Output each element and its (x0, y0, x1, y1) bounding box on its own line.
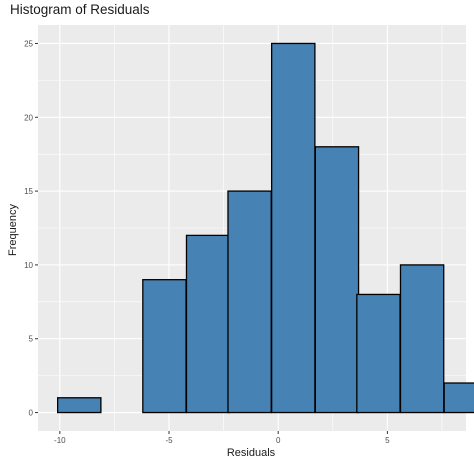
bars (57, 42, 474, 414)
y-tick-label: 5 (29, 335, 34, 344)
histogram-bar (443, 382, 474, 414)
histogram-bar (57, 397, 102, 414)
histogram-bar (314, 146, 360, 414)
x-tick-label: -5 (165, 436, 173, 445)
chart-title: Histogram of Residuals (10, 2, 150, 17)
histogram-bar (399, 264, 445, 414)
y-tick-label: 15 (24, 187, 33, 196)
histogram-bar (271, 42, 316, 414)
x-tick-label: 5 (385, 436, 390, 445)
histogram-bar (142, 279, 187, 414)
histogram-bar (185, 234, 231, 414)
y-tick-label: 20 (24, 113, 33, 122)
x-tick-label: 0 (276, 436, 281, 445)
x-axis-ticks: -10 -5 0 5 (54, 431, 390, 445)
y-tick-label: 10 (24, 261, 33, 270)
x-axis-label: Residuals (226, 447, 276, 459)
x-tick-label: -10 (54, 436, 66, 445)
y-tick-label: 25 (24, 39, 33, 48)
y-axis-ticks: 0 5 10 15 20 25 (24, 39, 38, 418)
histogram-bar (227, 190, 272, 414)
y-tick-label: 0 (29, 409, 34, 418)
histogram-bar (356, 293, 401, 414)
